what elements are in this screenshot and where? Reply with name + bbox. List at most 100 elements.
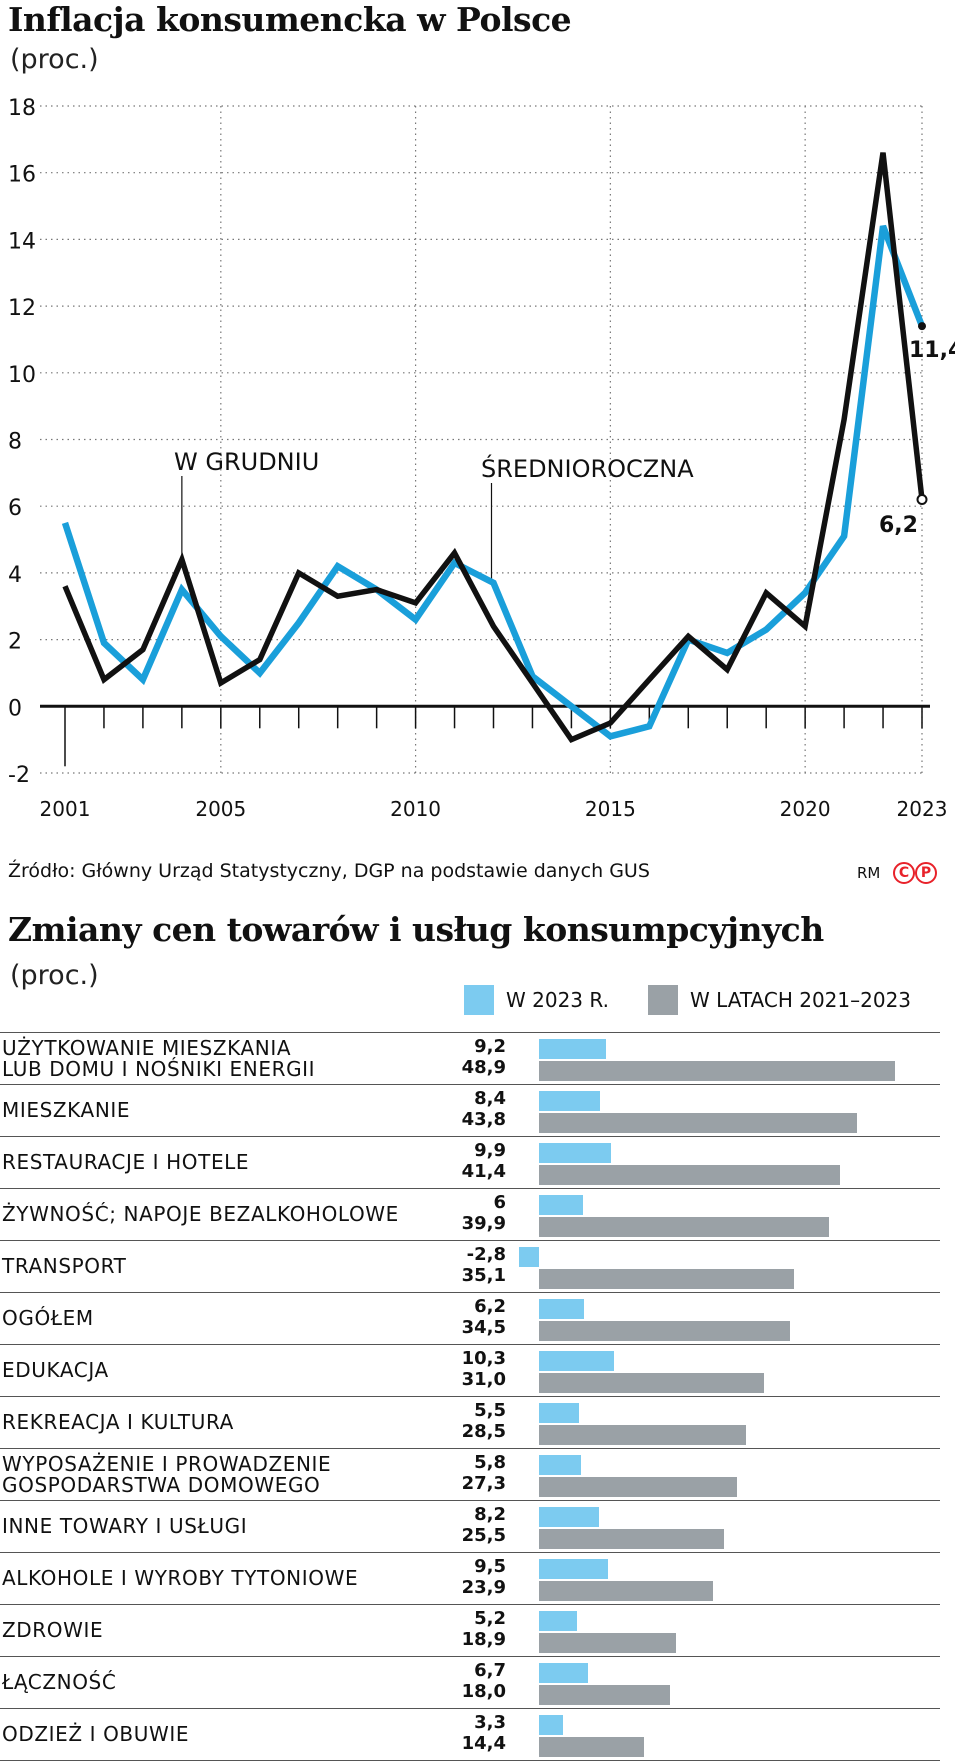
- category-label: TRANSPORT: [2, 1254, 127, 1278]
- y-tick-label: 16: [8, 163, 36, 188]
- copyright-icon: C: [893, 862, 915, 884]
- endpoint-marker-annual: [918, 322, 926, 331]
- bar-2021-2023: [539, 1581, 713, 1601]
- bar-2023: [539, 1559, 609, 1579]
- bar-2021-2023: [539, 1165, 840, 1185]
- category-label: OGÓŁEM: [2, 1306, 94, 1330]
- value-label-2023: 9,9: [474, 1140, 506, 1161]
- category-label: ODZIEŻ I OBUWIE: [2, 1722, 190, 1746]
- bar-2021-2023: [539, 1685, 670, 1705]
- bar-2023: [539, 1663, 588, 1683]
- value-label-2021-2023: 18,9: [461, 1629, 506, 1650]
- y-tick-label: 2: [8, 630, 22, 655]
- bar-row: EDUKACJA 10,3 31,0: [0, 1344, 940, 1396]
- value-label-2023: 6,7: [474, 1660, 506, 1681]
- bar-row: INNE TOWARY I USŁUGI 8,2 25,5: [0, 1500, 940, 1552]
- end-value-label-december: 6,2: [879, 513, 918, 538]
- bar-2023: [518, 1247, 539, 1267]
- value-label-2023: 5,5: [474, 1400, 506, 1421]
- category-label: ZDROWIE: [2, 1618, 104, 1642]
- value-label-2023: 6,2: [474, 1296, 506, 1317]
- bar-row: REKREACJA I KULTURA 5,5 28,5: [0, 1396, 940, 1448]
- bar-2021-2023: [539, 1373, 765, 1393]
- source-note: Źródło: Główny Urząd Statystyczny, DGP n…: [8, 860, 650, 882]
- value-label-2021-2023: 39,9: [461, 1213, 506, 1234]
- category-label: EDUKACJA: [2, 1358, 109, 1382]
- bar-row: OGÓŁEM 6,2 34,5: [0, 1292, 940, 1344]
- x-tick-label: 2015: [585, 797, 636, 821]
- legend-item-2021-2023: W LATACH 2021–2023: [648, 984, 911, 1016]
- bar-2021-2023: [539, 1061, 895, 1081]
- bar-2021-2023: [539, 1113, 858, 1133]
- bar-2021-2023: [539, 1529, 725, 1549]
- category-label: ŁĄCZNOŚĆ: [2, 1670, 117, 1694]
- bar-2023: [539, 1351, 614, 1371]
- category-label: RESTAURACJE I HOTELE: [2, 1150, 250, 1174]
- value-label-2023: 3,3: [474, 1712, 506, 1733]
- category-label: ŻYWNOŚĆ; NAPOJE BEZALKOHOLOWE: [2, 1202, 399, 1226]
- y-tick-label: 12: [8, 296, 36, 321]
- value-label-2023: 9,2: [474, 1036, 506, 1057]
- legend-item-2023: W 2023 R.: [464, 984, 609, 1016]
- series-line-annual: [61, 224, 926, 740]
- bar-row: UŻYTKOWANIE MIESZKANIA LUB DOMU I NOŚNIK…: [0, 1032, 940, 1084]
- endpoint-marker-december: [916, 494, 928, 506]
- bar-row: WYPOSAŻENIE I PROWADZENIE GOSPODARSTWA D…: [0, 1448, 940, 1500]
- bar-row: ZDROWIE 5,2 18,9: [0, 1604, 940, 1656]
- bar-row: ALKOHOLE I WYROBY TYTONIOWE 9,5 23,9: [0, 1552, 940, 1604]
- section-title: Zmiany cen towarów i usług konsumpcyjnyc…: [8, 910, 824, 949]
- category-label: INNE TOWARY I USŁUGI: [2, 1514, 248, 1538]
- value-label-2023: 9,5: [474, 1556, 506, 1577]
- bar-2023: [539, 1091, 601, 1111]
- value-label-2023: -2,8: [466, 1244, 506, 1265]
- category-label: REKREACJA I KULTURA: [2, 1410, 234, 1434]
- category-label: ALKOHOLE I WYROBY TYTONIOWE: [2, 1566, 359, 1590]
- chart-unit: (proc.): [10, 44, 99, 75]
- annotation-label-december: W GRUDNIU: [174, 448, 319, 476]
- category-label: WYPOSAŻENIE I PROWADZENIE GOSPODARSTWA D…: [2, 1451, 332, 1497]
- x-tick-label: 2005: [195, 797, 246, 821]
- bar-2023: [539, 1195, 583, 1215]
- y-tick-label: 0: [8, 696, 22, 721]
- series-line-december: [62, 152, 925, 744]
- author-initials: RM: [857, 864, 881, 882]
- legend-label-2023: W 2023 R.: [506, 988, 609, 1012]
- y-tick-label: 4: [8, 563, 22, 588]
- bar-2021-2023: [539, 1737, 644, 1757]
- value-label-2023: 5,8: [474, 1452, 506, 1473]
- bar-2023: [539, 1403, 579, 1423]
- bar-2023: [539, 1299, 585, 1319]
- bar-row: MIESZKANIE 8,4 43,8: [0, 1084, 940, 1136]
- bar-row: TRANSPORT -2,8 35,1: [0, 1240, 940, 1292]
- bar-2023: [539, 1611, 577, 1631]
- annotation-label-annual: ŚREDNIOROCZNA: [481, 453, 694, 483]
- value-label-2021-2023: 25,5: [461, 1525, 506, 1546]
- bar-2023: [539, 1039, 606, 1059]
- value-label-2021-2023: 18,0: [461, 1681, 506, 1702]
- value-label-2021-2023: 48,9: [461, 1057, 506, 1078]
- value-label-2021-2023: 31,0: [461, 1369, 506, 1390]
- y-tick-label: 10: [8, 363, 36, 388]
- bar-row: ŻYWNOŚĆ; NAPOJE BEZALKOHOLOWE 6 39,9: [0, 1188, 940, 1240]
- legend-swatch-blue: [464, 985, 494, 1015]
- bar-2023: [539, 1507, 599, 1527]
- category-label: MIESZKANIE: [2, 1098, 131, 1122]
- value-label-2021-2023: 23,9: [461, 1577, 506, 1598]
- bar-row: RESTAURACJE I HOTELE 9,9 41,4: [0, 1136, 940, 1188]
- bar-row: ŁĄCZNOŚĆ 6,7 18,0: [0, 1656, 940, 1708]
- bar-2023: [539, 1455, 582, 1475]
- y-tick-label: 18: [8, 96, 36, 121]
- y-tick-label: 14: [8, 229, 36, 254]
- bar-2021-2023: [539, 1425, 747, 1445]
- bar-chart: UŻYTKOWANIE MIESZKANIA LUB DOMU I NOŚNIK…: [0, 1032, 940, 1761]
- bar-2021-2023: [539, 1269, 795, 1289]
- x-tick-label: 2023: [897, 797, 948, 821]
- value-label-2021-2023: 34,5: [461, 1317, 506, 1338]
- value-label-2023: 5,2: [474, 1608, 506, 1629]
- press-icon: P: [915, 862, 937, 884]
- value-label-2023: 8,2: [474, 1504, 506, 1525]
- legend-swatch-gray: [648, 985, 678, 1015]
- value-label-2023: 8,4: [474, 1088, 506, 1109]
- y-tick-label: 8: [8, 430, 22, 455]
- value-label-2023: 6: [493, 1192, 506, 1213]
